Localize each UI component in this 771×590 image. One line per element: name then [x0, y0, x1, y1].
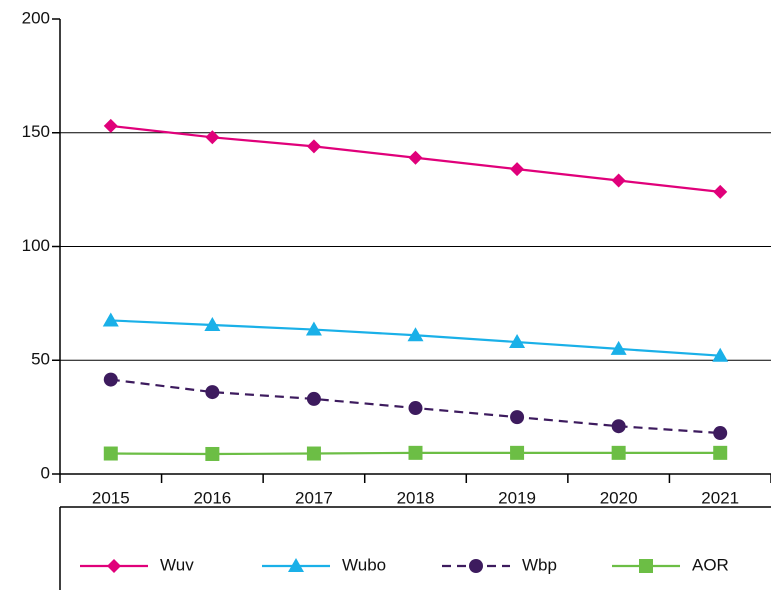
legend-label: Wubo — [342, 555, 386, 574]
marker — [510, 162, 525, 177]
marker — [611, 445, 626, 460]
marker — [510, 410, 525, 425]
x-tick-label: 2019 — [498, 488, 536, 507]
marker — [205, 385, 220, 400]
marker — [107, 559, 121, 573]
marker — [712, 347, 729, 362]
x-tick-label: 2017 — [295, 488, 333, 507]
legend-label: Wuv — [160, 555, 194, 574]
marker — [305, 321, 322, 336]
marker — [408, 401, 423, 416]
marker — [610, 340, 627, 355]
marker — [205, 446, 220, 461]
marker — [510, 445, 525, 460]
y-tick-label: 0 — [41, 463, 50, 482]
marker — [469, 559, 483, 573]
legend-label: Wbp — [522, 555, 557, 574]
marker — [407, 327, 424, 342]
marker — [205, 130, 220, 145]
marker — [509, 334, 526, 349]
marker — [408, 445, 423, 460]
x-tick-label: 2021 — [701, 488, 739, 507]
marker — [713, 426, 728, 441]
marker — [288, 558, 304, 572]
marker — [103, 446, 118, 461]
marker — [408, 150, 423, 165]
x-tick-label: 2015 — [92, 488, 130, 507]
legend-label: AOR — [692, 555, 729, 574]
marker — [103, 118, 118, 133]
y-tick-label: 150 — [22, 122, 50, 141]
marker — [713, 445, 728, 460]
marker — [639, 559, 653, 573]
y-tick-label: 50 — [31, 350, 50, 369]
x-tick-label: 2018 — [397, 488, 435, 507]
marker — [103, 372, 118, 387]
marker — [713, 184, 728, 199]
y-tick-label: 100 — [22, 236, 50, 255]
marker — [611, 419, 626, 434]
marker — [102, 312, 119, 327]
marker — [204, 316, 221, 331]
x-tick-label: 2020 — [600, 488, 638, 507]
x-tick-label: 2016 — [193, 488, 231, 507]
marker — [306, 139, 321, 154]
marker — [306, 391, 321, 406]
y-tick-label: 200 — [22, 8, 50, 27]
marker — [306, 446, 321, 461]
marker — [611, 173, 626, 188]
